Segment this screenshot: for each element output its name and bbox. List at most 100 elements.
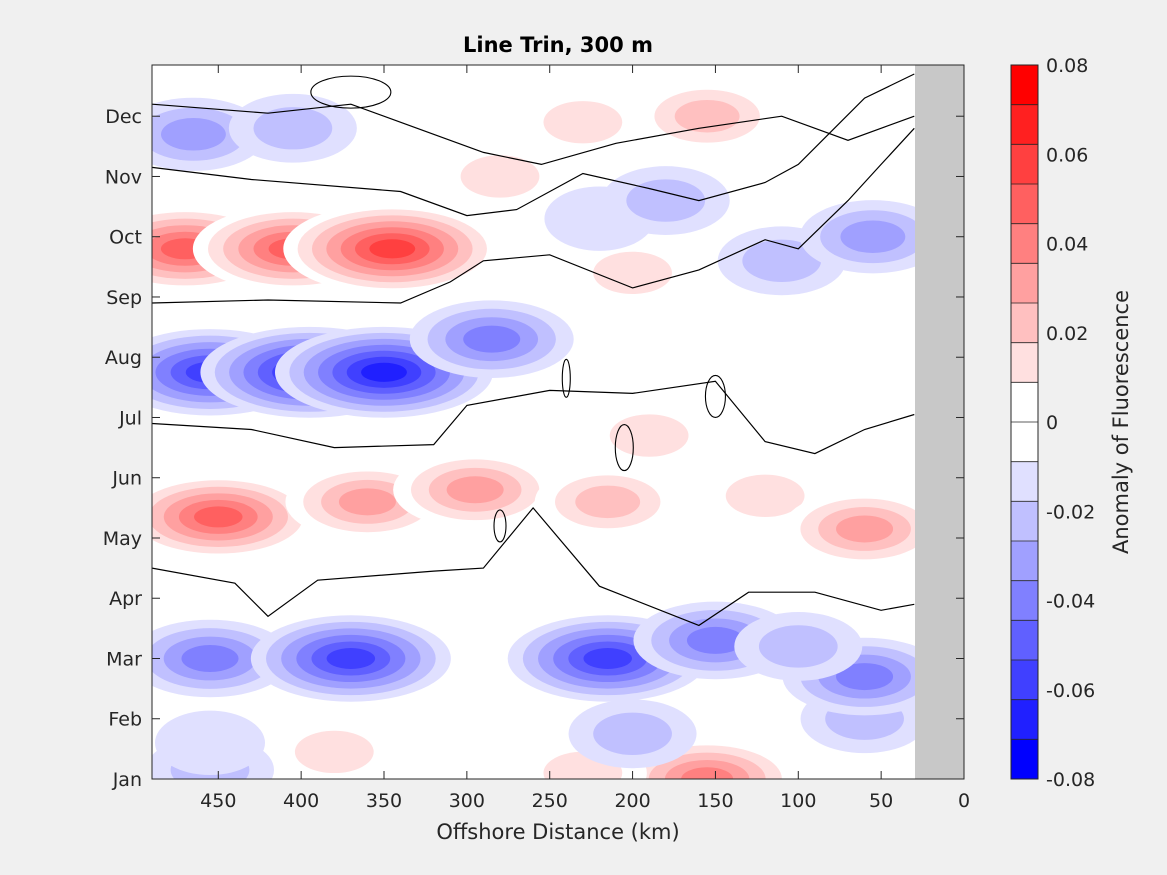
- zero-contour-loop: [704, 374, 726, 418]
- x-tick-label: 450: [200, 790, 236, 812]
- anomaly-level: [836, 663, 894, 691]
- anomaly-level: [583, 648, 632, 669]
- anomaly-feature: [568, 699, 697, 769]
- anomaly-level: [593, 251, 672, 295]
- zero-contour-line: [152, 73, 915, 217]
- anomaly-level: [460, 155, 540, 198]
- zero-contour-line: [152, 127, 915, 304]
- y-tick-label: May: [103, 528, 142, 550]
- anomaly-level: [369, 239, 416, 259]
- chart-title: Line Trin, 300 m: [463, 33, 653, 57]
- anomaly-feature: [782, 490, 915, 568]
- colorbar-swatch: [1011, 620, 1038, 661]
- colorbar-tick-label: -0.08: [1046, 769, 1095, 791]
- anomaly-level: [446, 476, 504, 504]
- x-tick-label: 50: [869, 790, 893, 812]
- x-tick-label: 100: [780, 790, 816, 812]
- anomaly-level: [686, 626, 744, 654]
- anomaly-level: [155, 710, 265, 776]
- colorbar-swatch: [1011, 699, 1038, 740]
- colorbar-tick-label: -0.04: [1046, 591, 1095, 613]
- colorbar-swatch: [1011, 580, 1038, 621]
- colorbar-tick-label: 0.08: [1046, 55, 1088, 77]
- zero-contour-loop: [614, 424, 634, 472]
- colorbar-tick-label: -0.06: [1046, 680, 1095, 702]
- colorbar-swatch: [1011, 382, 1038, 423]
- colorbar-swatch: [1011, 144, 1038, 185]
- anomaly-level: [742, 239, 822, 282]
- y-tick-label: Apr: [109, 588, 142, 610]
- colorbar-tick-label: -0.02: [1046, 501, 1095, 523]
- anomaly-level: [253, 107, 333, 150]
- anomaly-feature: [409, 300, 574, 378]
- colorbar-swatch: [1011, 541, 1038, 582]
- colorbar-swatch: [1011, 223, 1038, 264]
- anomaly-feature: [152, 473, 319, 561]
- colorbar-swatch: [1011, 65, 1038, 106]
- colorbar: 0.08 0.06 0.04 0.02 0 -0.02 -0.04 -0.06 -0.08: [1010, 55, 1095, 791]
- anomaly-feature: [250, 615, 451, 702]
- anomaly-level: [593, 712, 672, 755]
- anomaly-level: [840, 220, 906, 253]
- anomaly-level: [609, 414, 689, 457]
- anomaly-feature: [518, 87, 647, 157]
- anomaly-level: [743, 138, 854, 203]
- x-tick-label: 0: [958, 790, 970, 812]
- anomaly-level: [836, 515, 894, 543]
- colorbar-label: Anomaly of Fluorescence: [1109, 290, 1133, 554]
- anomaly-feature: [743, 138, 854, 203]
- x-tick-label: 350: [366, 790, 402, 812]
- zero-contour-loop: [561, 358, 571, 398]
- x-tick-label: 400: [283, 790, 319, 812]
- anomaly-feature: [634, 79, 781, 153]
- y-tick-label: Sep: [106, 287, 142, 309]
- anomaly-feature: [534, 465, 681, 539]
- anomaly-level: [194, 506, 243, 528]
- anomaly-level: [338, 488, 396, 516]
- y-tick-label: Jan: [112, 769, 142, 791]
- anomaly-feature: [601, 166, 730, 235]
- colorbar-swatch: [1011, 501, 1038, 542]
- no-data-region: [915, 65, 964, 779]
- colorbar-swatch: [1011, 184, 1038, 225]
- colorbar-tick-label: 0.04: [1046, 234, 1088, 256]
- anomaly-level: [626, 179, 706, 222]
- y-axis: Jan Feb Mar Apr May Jun Jul Aug Sep Oct Nov Dec: [103, 106, 964, 791]
- y-tick-label: Jun: [111, 468, 142, 490]
- anomaly-feature: [436, 142, 564, 211]
- zero-contour-loop: [493, 509, 507, 543]
- anomaly-level: [463, 325, 521, 353]
- zero-contour-line: [152, 506, 915, 627]
- anomaly-feature: [734, 612, 863, 681]
- anomaly-level: [294, 730, 374, 774]
- anomaly-feature: [152, 619, 292, 698]
- colorbar-swatch: [1011, 342, 1038, 383]
- anomaly-level: [326, 648, 376, 669]
- colorbar-tick-label: 0.06: [1046, 144, 1088, 166]
- zero-contour-loop: [310, 75, 392, 109]
- anomaly-field: [152, 79, 915, 779]
- y-tick-label: Feb: [108, 709, 142, 731]
- anomaly-feature: [585, 401, 714, 470]
- y-tick-label: Aug: [105, 347, 142, 369]
- anomaly-feature: [568, 238, 697, 308]
- colorbar-swatch: [1011, 422, 1038, 463]
- colorbar-swatch: [1011, 263, 1038, 304]
- anomaly-feature: [283, 203, 502, 295]
- colorbar-swatch: [1011, 461, 1038, 502]
- anomaly-level: [575, 485, 641, 519]
- anomaly-feature: [155, 710, 265, 776]
- zero-contour-line: [152, 103, 915, 166]
- anomaly-level: [725, 474, 805, 517]
- anomaly-level: [181, 644, 239, 672]
- zero-contour-line: [152, 380, 915, 455]
- x-axis: 450 400 350 300 250 200 150 100 50 0: [200, 65, 970, 812]
- zero-contours: [152, 73, 915, 627]
- anomaly-level: [681, 767, 734, 779]
- anomaly-feature: [270, 717, 399, 779]
- anomaly-feature: [799, 200, 915, 274]
- anomaly-feature: [228, 93, 357, 163]
- y-tick-label: Dec: [105, 106, 142, 128]
- y-tick-label: Nov: [105, 166, 142, 188]
